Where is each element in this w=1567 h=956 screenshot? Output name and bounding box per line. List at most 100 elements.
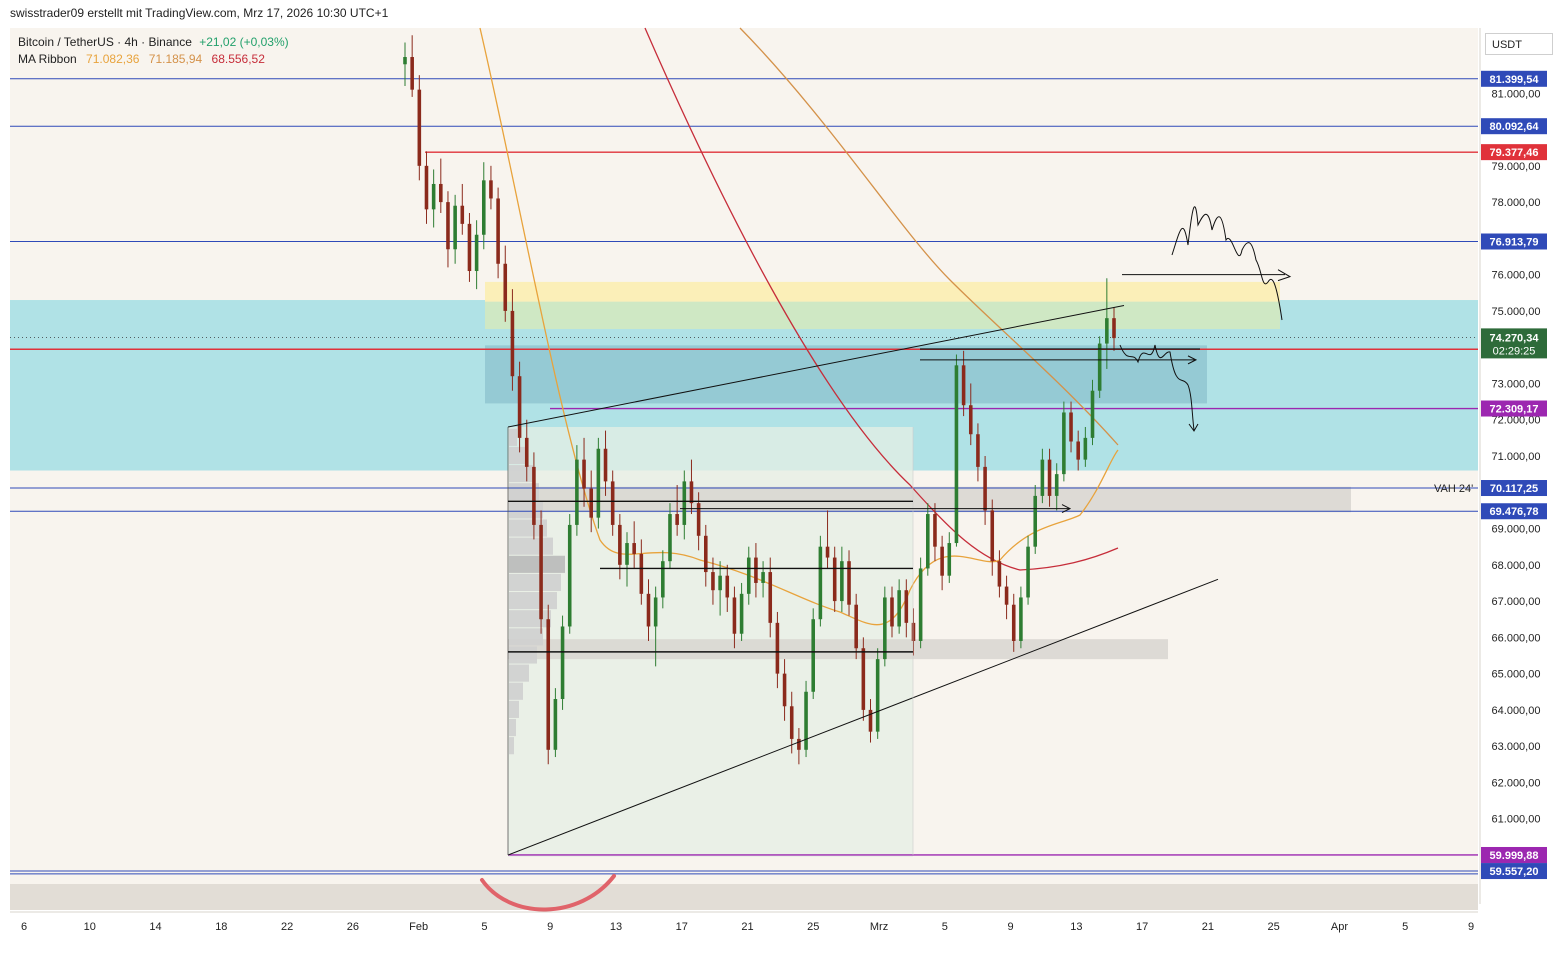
candle-body	[539, 524, 543, 620]
price-label-text: 80.092,64	[1490, 121, 1540, 133]
price-label	[1481, 846, 1547, 863]
time-axis-tick: 21	[741, 921, 753, 933]
candle-body	[546, 619, 551, 750]
ma-fast-line	[479, 27, 1119, 626]
fvg-zone-yellow	[485, 281, 1280, 302]
price-axis-tick: 63.000,00	[1492, 741, 1541, 753]
candle-body	[1047, 459, 1052, 496]
candle-body	[696, 503, 701, 536]
candle-body	[976, 434, 980, 467]
time-axis-tick: 9	[1008, 921, 1014, 933]
candle-body	[1004, 586, 1009, 605]
current-price-text: 74.270,34	[1490, 332, 1540, 344]
volume-profile-bar	[509, 501, 543, 519]
symbol-name: Bitcoin / TetherUS · 4h · Binance	[18, 35, 192, 49]
bottom-band	[10, 884, 1478, 910]
ma-ribbon-label: MA Ribbon	[18, 52, 77, 66]
volume-profile-bar	[509, 610, 551, 628]
candle-body	[926, 514, 930, 569]
volume-profile-bar	[509, 700, 519, 718]
candle-body	[954, 365, 959, 544]
price-axis-tick: 67.000,00	[1492, 596, 1541, 608]
candle-body	[474, 234, 479, 272]
candle-body	[782, 673, 787, 707]
time-axis-tick: 21	[1202, 921, 1214, 933]
candle-body	[1033, 495, 1038, 547]
candle-body	[625, 543, 629, 565]
candle-body	[453, 205, 457, 250]
price-label-text: 59.557,20	[1490, 866, 1539, 878]
time-axis-tick: 13	[610, 921, 622, 933]
candle-body	[933, 514, 937, 547]
candle-body	[424, 165, 429, 210]
candle-body	[1076, 441, 1080, 460]
candle-body	[653, 597, 658, 627]
candle-body	[460, 205, 465, 224]
candle-body	[940, 546, 944, 576]
candle-body	[668, 514, 672, 562]
price-label-text: 72.309,17	[1490, 404, 1539, 416]
trendline-support	[507, 578, 1219, 856]
candle-body	[689, 481, 694, 504]
candle-body	[983, 466, 987, 511]
volume-profile-bar	[509, 646, 537, 664]
time-axis-tick: 17	[1136, 921, 1148, 933]
candle-body	[768, 572, 773, 623]
candle-body	[439, 183, 443, 203]
candle-body	[1062, 412, 1066, 475]
candle-body	[661, 561, 665, 598]
candle-body	[610, 481, 615, 525]
volume-profile-bar	[509, 483, 539, 501]
candle-body	[481, 180, 486, 235]
price-label-text: 76.913,79	[1490, 236, 1539, 248]
currency-selector[interactable]: USDT	[1485, 33, 1553, 55]
price-label	[1481, 233, 1547, 250]
time-axis-tick: 9	[547, 921, 553, 933]
candle-body	[410, 57, 414, 90]
price-label-text: 70.117,25	[1490, 483, 1538, 495]
candle-body	[446, 202, 450, 250]
time-axis-tick: 5	[481, 921, 487, 933]
price-axis-tick: 79.000,00	[1492, 161, 1541, 173]
candle-body	[1026, 546, 1030, 598]
time-axis-tick: 25	[807, 921, 819, 933]
candle-body	[797, 738, 801, 750]
price-axis-tick: 68.000,00	[1492, 560, 1541, 572]
candle-body	[524, 437, 529, 467]
ma-ribbon-legend[interactable]: MA Ribbon 71.082,36 71.185,94 68.556,52	[18, 52, 265, 66]
candle-body	[575, 459, 579, 525]
candle-body	[961, 365, 966, 406]
candle-body	[510, 310, 515, 377]
price-axis-tick: 76.000,00	[1492, 270, 1541, 282]
candle-body	[1083, 437, 1088, 460]
volume-profile-bar	[509, 446, 525, 465]
candle-body	[1040, 459, 1045, 496]
candle-body	[840, 561, 844, 602]
price-label	[1481, 70, 1547, 87]
price-label-text: 59.999,88	[1490, 850, 1539, 862]
candle-body	[854, 604, 858, 649]
candle-body	[489, 180, 493, 199]
candle-body	[789, 706, 794, 739]
candle-body	[739, 593, 744, 634]
candle-body	[732, 597, 737, 634]
volume-profile-bar	[509, 465, 533, 483]
time-axis-tick: 26	[347, 921, 359, 933]
candle-body	[746, 557, 751, 594]
candle-body	[1105, 318, 1109, 344]
candle-body	[646, 593, 651, 627]
symbol-legend[interactable]: Bitcoin / TetherUS · 4h · Binance +21,02…	[18, 35, 289, 49]
candle-body	[847, 561, 851, 605]
hand-drawn-path	[1171, 206, 1283, 321]
candle-body	[832, 557, 837, 602]
time-axis-tick: 22	[281, 921, 293, 933]
candle-body	[861, 648, 866, 710]
time-axis-tick: 5	[942, 921, 948, 933]
time-axis-tick: 10	[84, 921, 96, 933]
price-label-text: 79.377,46	[1490, 147, 1539, 159]
candle-body	[1112, 318, 1116, 339]
candle-body	[868, 709, 873, 732]
price-label	[1481, 480, 1547, 497]
time-axis-tick: 18	[215, 921, 227, 933]
